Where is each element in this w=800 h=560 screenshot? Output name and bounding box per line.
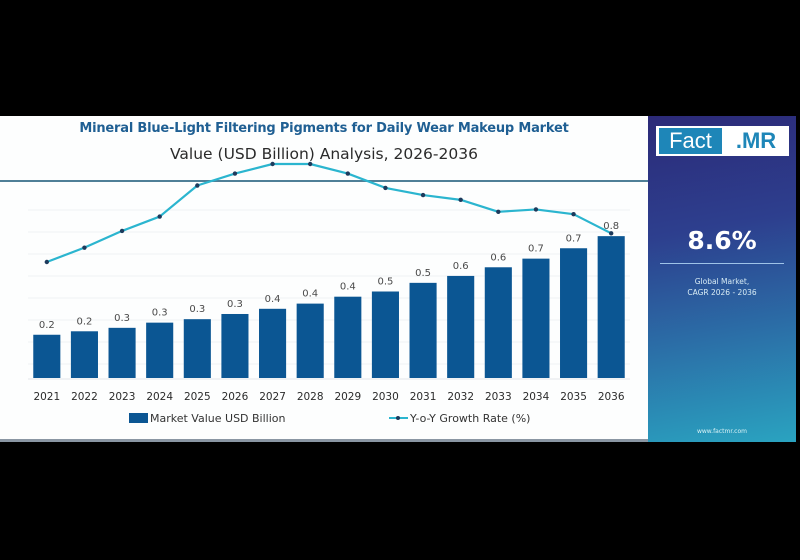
x-tick-label-2024: 2024 [146,391,173,403]
x-tick-label-2027: 2027 [259,391,286,403]
bar-value-label-2022: 0.2 [76,316,92,327]
bar-2036 [597,236,625,378]
growth-point-2028 [307,161,313,167]
bar-2029 [334,296,362,378]
bar-2026 [221,313,249,378]
legend-line-marker [396,416,400,420]
growth-line-layer [44,161,614,265]
growth-point-2031 [420,192,426,198]
side-panel [648,116,796,442]
bar-2021 [33,334,61,378]
bar-2033 [484,267,512,378]
cagr-caption-line1: Global Market, [694,277,750,286]
bar-2034 [522,258,550,378]
x-tick-label-2030: 2030 [372,391,399,403]
bar-2023 [108,327,136,378]
logo-fact-text: Fact [659,128,722,154]
cagr-divider [660,263,784,264]
growth-point-2035 [571,211,576,217]
bar-value-label-2023: 0.3 [114,313,130,324]
cagr-caption-line2: CAGR 2026 - 2036 [687,288,757,297]
bar-value-label-2030: 0.5 [377,277,393,288]
card-bottom-border [0,439,648,442]
x-tick-label-2025: 2025 [184,391,211,403]
x-tick-label-2032: 2032 [447,391,474,403]
bar-2035 [560,248,588,378]
x-tick-label-2026: 2026 [222,391,249,403]
bar-value-label-2029: 0.4 [340,282,356,293]
bars [33,236,625,378]
growth-point-2022 [82,245,87,250]
bar-value-label-2028: 0.4 [302,289,318,300]
chart-title: Mineral Blue-Light Filtering Pigments fo… [79,121,569,136]
cagr-value: 8.6% [687,226,757,255]
growth-point-2024 [157,214,162,219]
bar-2024 [146,322,174,378]
bar-value-label-2036: 0.8 [603,221,619,232]
legend-line-label: Y-o-Y Growth Rate (%) [409,412,530,425]
growth-point-2033 [496,209,501,215]
growth-rate-line [46,162,612,264]
x-tick-label-2035: 2035 [560,391,587,403]
bar-data-labels: 0.2 0.2 0.3 0.3 0.3 0.3 0.4 0.4 0.4 0.5 0.5 0.6 0.6 0… [39,221,619,331]
x-tick-label-2022: 2022 [71,391,98,403]
growth-point-2027 [270,161,275,167]
growth-point-2034 [533,207,539,212]
x-tick-label-2028: 2028 [297,391,324,403]
growth-point-2026 [232,171,238,176]
bar-2032 [447,275,475,378]
x-tick-label-2029: 2029 [334,391,361,403]
bar-value-label-2034: 0.7 [528,244,544,255]
growth-point-2029 [345,171,351,176]
bar-value-label-2035: 0.7 [566,233,582,244]
bar-2028 [296,303,324,378]
bar-value-label-2032: 0.6 [453,261,469,272]
bar-2030 [371,291,399,378]
growth-point-2021 [44,259,50,265]
growth-point-2023 [119,228,125,234]
logo-mr-text: .MR [735,128,777,153]
bar-value-label-2025: 0.3 [189,304,205,315]
x-tick-label-2023: 2023 [109,391,136,403]
bar-value-label-2024: 0.3 [152,308,168,319]
header-divider [0,180,648,182]
bar-value-label-2021: 0.2 [39,320,55,331]
growth-point-2036 [608,231,614,236]
bar-2022 [70,331,98,378]
bar-value-label-2026: 0.3 [227,299,243,310]
bar-2031 [409,282,437,378]
legend-bar-swatch [129,413,148,423]
legend: Market Value USD Billion Y-o-Y Growth Ra… [129,412,530,425]
x-tick-label-2033: 2033 [485,391,512,403]
growth-point-2025 [195,183,200,188]
bar-2027 [259,308,287,378]
growth-point-2032 [458,197,463,203]
website-link[interactable]: www.factmr.com [696,428,747,435]
x-tick-label-2034: 2034 [523,391,550,403]
chart-subtitle: Value (USD Billion) Analysis, 2026-2036 [170,145,478,163]
x-tick-label-2031: 2031 [410,391,437,403]
bar-value-label-2031: 0.5 [415,268,431,279]
x-axis-labels: 2021 2022 2023 2024 2025 2026 2027 2028 2029 2030… [33,391,624,403]
x-tick-label-2021: 2021 [33,391,60,403]
bar-value-label-2027: 0.4 [265,294,281,305]
growth-point-2030 [383,185,388,191]
bar-2025 [183,319,211,378]
bar-value-label-2033: 0.6 [490,252,506,263]
x-tick-label-2036: 2036 [598,391,625,403]
legend-bar-label: Market Value USD Billion [150,412,286,425]
